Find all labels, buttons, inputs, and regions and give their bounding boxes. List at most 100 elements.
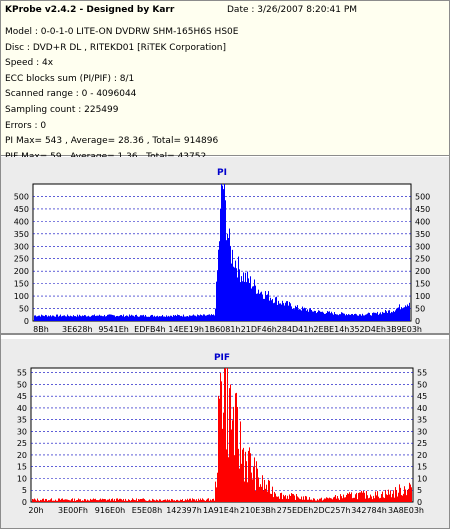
data-bar [323, 312, 324, 321]
data-bar [319, 310, 320, 321]
data-bar [67, 499, 68, 502]
pif-chart-panel: PIF 0 0 5 5 10 10 15 15 20 20 25 25 30 30 35 35 40 40 45 45 5… [1, 339, 449, 528]
data-bar [86, 500, 87, 502]
data-bar [94, 314, 95, 321]
data-bar [275, 493, 276, 502]
data-bar [221, 381, 222, 502]
pi-chart-panel: PI 0 0 50 50 100 100 150 150 200 200 250 250 300 300 35… [1, 157, 449, 335]
data-bar [358, 492, 359, 502]
data-bar [359, 314, 360, 321]
data-bar [175, 500, 176, 502]
data-bar [117, 498, 118, 502]
data-bar [138, 499, 139, 502]
data-bar [395, 487, 396, 502]
data-bar [204, 500, 205, 502]
data-bar [151, 314, 152, 321]
data-bar [239, 269, 240, 321]
data-bar [369, 497, 370, 502]
data-bar [298, 309, 299, 321]
data-bar [168, 315, 169, 321]
data-bar [336, 314, 337, 321]
chart-title: PI [217, 168, 227, 178]
data-bar [356, 314, 357, 321]
data-bar [370, 315, 371, 321]
data-bar [199, 500, 200, 502]
data-bar [265, 291, 266, 321]
data-bar [45, 314, 46, 321]
data-bar [355, 494, 356, 502]
data-bar [317, 312, 318, 321]
data-bar [281, 492, 282, 502]
data-bar [390, 313, 391, 321]
data-bar [144, 499, 145, 502]
data-bar [331, 311, 332, 321]
data-bar [249, 447, 250, 502]
y-tick-label-left: 300 [14, 242, 29, 251]
x-tick-label: 210E3Bh [240, 506, 276, 515]
y-tick-label-left: 500 [14, 192, 29, 201]
data-bar [408, 305, 409, 321]
data-bar [377, 311, 378, 321]
data-bar [63, 499, 64, 502]
y-tick-label-left: 30 [17, 427, 27, 436]
data-bar [305, 495, 306, 502]
data-bar [399, 304, 400, 321]
data-bar [238, 256, 239, 321]
data-bar [178, 500, 179, 502]
y-tick-label-right: 450 [415, 205, 430, 214]
data-bar [163, 316, 164, 321]
data-bar [128, 499, 129, 502]
data-bar [135, 314, 136, 321]
x-tick-label: 1A91E4h [203, 506, 239, 515]
data-bar [387, 313, 388, 321]
data-bar [97, 500, 98, 502]
data-bar [105, 499, 106, 502]
data-bar [228, 457, 229, 502]
data-bar [284, 305, 285, 321]
data-bar [207, 498, 208, 502]
data-bar [378, 496, 379, 502]
data-bar [121, 315, 122, 321]
data-bar [300, 309, 301, 321]
data-bar [89, 500, 90, 502]
data-bar [244, 281, 245, 321]
data-bar [308, 311, 309, 321]
data-bar [46, 499, 47, 502]
data-bar [394, 497, 395, 502]
data-bar [260, 292, 261, 321]
data-bar [377, 491, 378, 502]
y-tick-label-right: 0 [415, 317, 420, 326]
y-tick-label-left: 50 [19, 305, 29, 314]
data-bar [321, 311, 322, 321]
data-bar [173, 500, 174, 502]
data-bar [154, 315, 155, 321]
data-bar [55, 316, 56, 321]
data-bar [273, 497, 274, 502]
data-bar [177, 314, 178, 321]
data-bar [172, 316, 173, 321]
data-bar [197, 500, 198, 502]
data-bar [59, 498, 60, 502]
data-bar [66, 316, 67, 321]
data-bar [159, 316, 160, 321]
data-bar [50, 499, 51, 502]
data-bar [282, 300, 283, 321]
data-bar [95, 498, 96, 502]
data-bar [203, 314, 204, 321]
data-bar [185, 316, 186, 321]
data-bar [58, 316, 59, 321]
data-bar [95, 316, 96, 321]
data-bar [362, 492, 363, 502]
data-bar [315, 500, 316, 502]
data-bar [197, 314, 198, 321]
data-bar [187, 498, 188, 502]
data-bar [336, 498, 337, 502]
data-bar [391, 311, 392, 321]
data-bar [288, 498, 289, 502]
data-bar [175, 314, 176, 321]
info-scanned-range: Scanned range : 0 - 4096044 [5, 89, 137, 100]
data-bar [66, 499, 67, 502]
data-bar [267, 294, 268, 321]
data-bar [256, 293, 257, 321]
data-bar [291, 493, 292, 502]
